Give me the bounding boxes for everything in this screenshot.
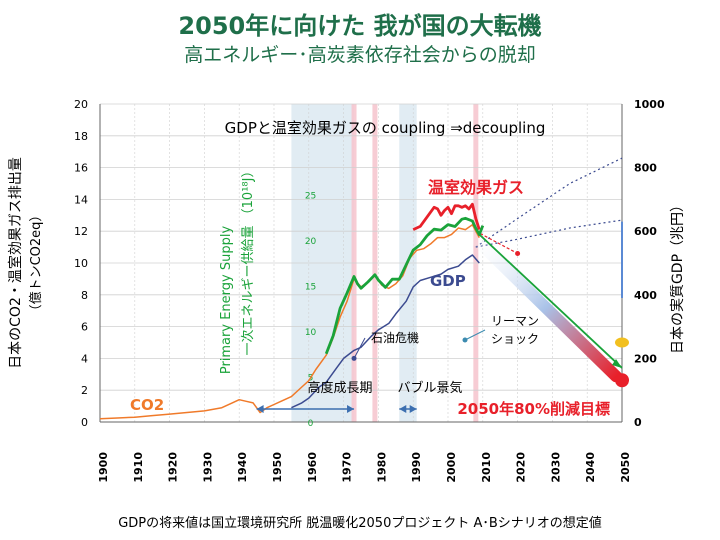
projection-gdp-high: [475, 157, 623, 248]
y-tick-label-right: 0: [634, 416, 642, 429]
x-tick-label: 2040: [584, 452, 597, 483]
energy-tick-label: 10: [305, 328, 317, 338]
x-tick-label: 1970: [341, 452, 354, 483]
event-dot-oil-crisis: [351, 355, 357, 361]
x-tick-label: 2020: [515, 452, 528, 483]
y-tick-label-left: 6: [81, 321, 88, 334]
x-tick-label: 1950: [271, 452, 284, 483]
y-tick-label-left: 20: [74, 98, 88, 111]
gdp-target-marker: [615, 337, 629, 348]
y-tick-label-left: 4: [81, 352, 88, 365]
energy-tick-label: 25: [305, 192, 316, 202]
y-tick-label-right: 1000: [634, 98, 665, 111]
event-label-lehman-1: リーマン: [491, 314, 539, 328]
x-tick-label: 2000: [445, 452, 458, 483]
x-tick-label: 2010: [480, 452, 493, 483]
target-marker: [615, 373, 629, 388]
y-tick-label-right: 400: [634, 289, 657, 302]
target-arrow: [469, 233, 622, 383]
period-arrowhead-left-0: [256, 405, 264, 413]
x-tick-label: 1990: [410, 452, 423, 483]
projection-gdp-low: [475, 219, 623, 248]
x-tick-label: 1910: [132, 452, 145, 483]
x-tick-label: 1900: [97, 452, 110, 483]
series-label-gdp: GDP: [430, 272, 466, 290]
y-tick-label-right: 200: [634, 352, 657, 365]
x-tick-label: 2050: [619, 452, 632, 483]
event-leader-lehman: [464, 329, 486, 341]
period-arrowhead-right-1: [409, 405, 417, 413]
series-label-co2: CO2: [130, 396, 164, 414]
y-tick-label-left: 0: [81, 416, 88, 429]
y-tick-label-right: 800: [634, 162, 657, 175]
series-line-energy: [324, 216, 485, 355]
y-axis-title-left: 日本のCO2・温室効果ガス排出量: [7, 157, 24, 369]
x-tick-label: 1920: [167, 452, 180, 483]
page-title: 2050年に向けた 我が国の大転機: [178, 12, 542, 40]
projection-green-arrowhead: [612, 358, 622, 368]
y-tick-label-left: 14: [74, 193, 88, 206]
event-label-oil-crisis: 石油危機: [371, 330, 419, 345]
x-tick-label: 1980: [375, 452, 388, 483]
y-axis-title-left-unit: （億トンCO2eq）: [28, 209, 44, 318]
target-label: 2050年80%削減目標: [457, 400, 610, 418]
y-tick-label-left: 10: [74, 257, 88, 270]
period-label-high-growth: 高度成長期: [307, 380, 372, 396]
y-tick-label-left: 18: [74, 130, 88, 143]
event-label-lehman-2: ショック: [491, 332, 539, 346]
series-label-ghg: 温室効果ガス: [427, 178, 524, 197]
page-subtitle: 高エネルギー･高炭素依存社会からの脱却: [184, 44, 536, 66]
projection-ghg-dashed: [475, 230, 518, 254]
x-tick-label: 1960: [306, 452, 319, 483]
series-line-ghg: [412, 202, 481, 231]
y-tick-label-right: 600: [634, 225, 657, 238]
event-leader-oil-crisis: [353, 337, 366, 359]
x-tick-label: 2030: [549, 452, 562, 483]
energy-axis-title-en: Primary Energy Supply: [219, 226, 234, 375]
projection-green-arrow: [475, 230, 623, 369]
y-axis-title-right: 日本の実質GDP（兆円）: [670, 198, 686, 354]
period-label-bubble: バブル景気: [397, 380, 462, 396]
event-dot-lehman: [462, 337, 468, 343]
footnote: GDPの将来値は国立環境研究所 脱温暖化2050プロジェクト A･Bシナリオの想…: [118, 516, 602, 531]
period-arrowhead-left-1: [399, 405, 407, 413]
projection-ghg-point: [515, 250, 521, 256]
y-tick-label-left: 16: [74, 162, 88, 175]
y-tick-label-left: 2: [81, 384, 88, 397]
chart-header-text: GDPと温室効果ガスの coupling ⇒decoupling: [225, 119, 546, 137]
y-tick-label-left: 8: [81, 289, 88, 302]
energy-tick-label: 20: [305, 237, 317, 247]
energy-tick-label: 15: [305, 283, 316, 293]
y-tick-label-left: 12: [74, 225, 88, 238]
series-line-gdp: [291, 254, 480, 409]
energy-axis-title-ja: 一次エネルギー供給量 （10¹⁸J）: [240, 165, 256, 356]
x-tick-label: 1940: [236, 452, 249, 483]
period-arrowhead-right-0: [347, 405, 355, 413]
energy-tick-label: 0: [308, 419, 314, 429]
x-tick-label: 1930: [201, 452, 214, 483]
